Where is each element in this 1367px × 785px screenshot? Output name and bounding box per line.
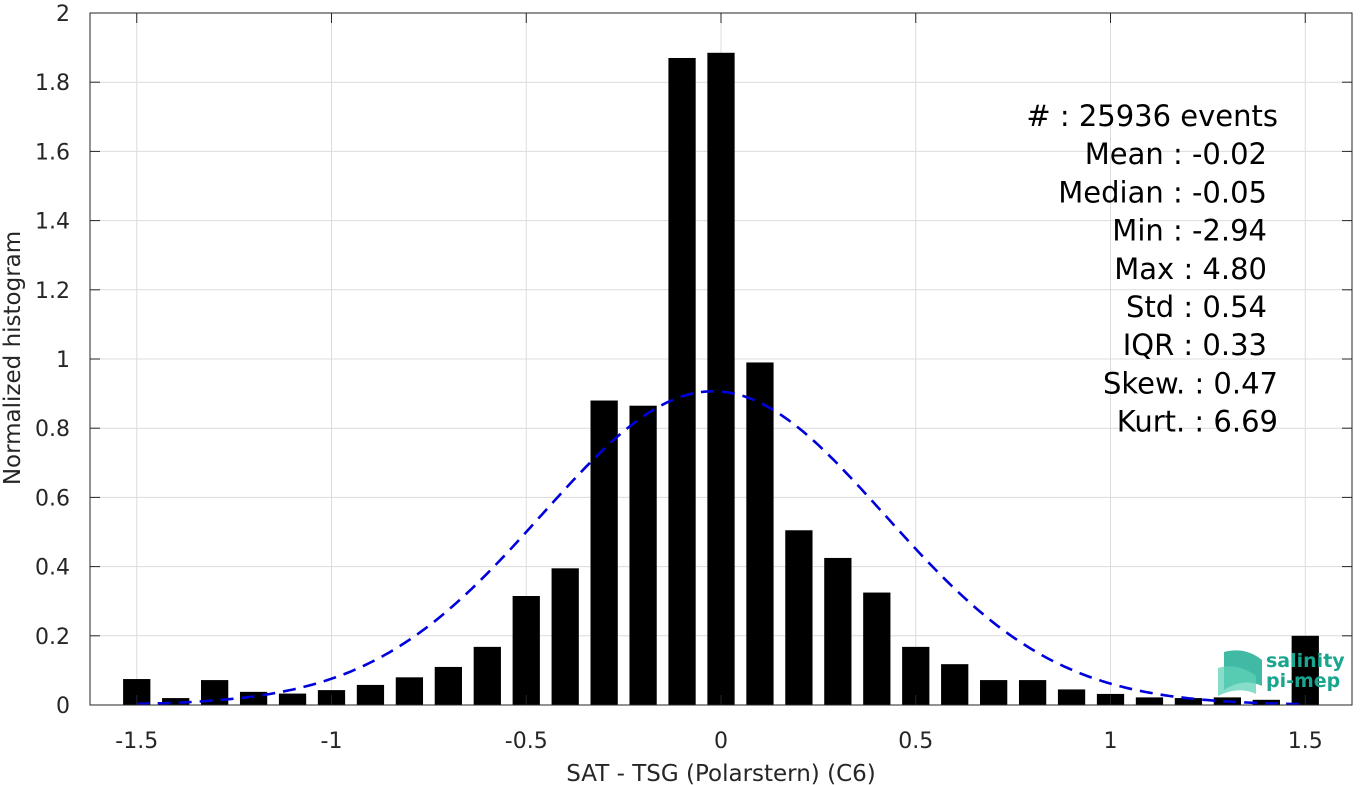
stat-line: Min : -2.94 [1112,214,1267,248]
y-tick-label: 0 [56,694,70,719]
histogram-bar [473,646,501,705]
histogram-bar [863,592,891,705]
y-tick-label: 1.8 [35,71,70,96]
histogram-bar [824,557,852,705]
stat-line: Mean : -0.02 [1085,137,1267,171]
histogram-bar [1135,697,1164,705]
x-tick-label: 1.5 [1288,729,1323,754]
x-tick-label: -1 [321,729,343,754]
y-tick-label: 1.4 [35,210,70,235]
stat-line: Std : 0.54 [1126,290,1267,324]
histogram-bar [707,52,735,706]
stat-line: # : 25936 events [1026,99,1278,133]
histogram-bar [395,677,424,705]
gaussian-fit-curve [136,389,1306,706]
y-tick-labels: 0 0.2 0.4 0.6 0.8 1 1.2 1.4 1.6 1.8 2 [35,2,70,719]
axis-ticks [90,12,1352,706]
histogram-bar [278,693,307,705]
histogram-bar [629,405,657,705]
stat-line: Max : 4.80 [1114,252,1267,286]
histogram-bar [668,57,696,706]
y-tick-label: 2 [56,2,70,27]
y-tick-label: 1.2 [35,279,70,304]
histogram-bar [785,530,813,705]
y-axis-label: Normalized histogram [0,231,26,485]
histogram-bar [551,568,579,705]
y-tick-label: 0.4 [35,556,70,581]
salinity-pi-mep-logo: salinity pi-mep [1218,650,1345,696]
histogram-bar [512,596,540,705]
histogram-bar [941,664,969,705]
y-tick-label: 1 [56,348,70,373]
y-tick-label: 1.6 [35,140,70,165]
stat-line: Median : -0.05 [1058,175,1267,209]
x-tick-label: -0.5 [505,729,548,754]
histogram-bar [746,362,774,705]
histogram-bar [239,691,268,705]
x-tick-label: 0 [714,729,728,754]
histogram-bar [434,666,462,705]
histogram-bar [1291,635,1319,705]
histogram-bar [980,680,1008,705]
stat-line: IQR : 0.33 [1123,328,1267,362]
y-tick-label: 0.2 [35,625,70,650]
histogram-bar [590,400,618,705]
histogram-bar [356,684,385,705]
stat-line: Kurt. : 6.69 [1117,405,1278,439]
x-tick-label: 0.5 [898,729,933,754]
stat-line: Skew. : 0.47 [1103,366,1278,400]
y-tick-label: 0.8 [35,417,70,442]
histogram-bar [162,698,190,705]
logo-text-salinity: salinity [1266,650,1345,672]
histogram-bar [1018,680,1047,705]
histogram-bar [1057,689,1086,705]
x-tick-label: 1 [1104,729,1118,754]
statistics-annotation: # : 25936 events Mean : -0.02 Median : -0.… [1026,99,1278,439]
x-tick-labels: -1.5 -1 -0.5 0 0.5 1 1.5 [115,729,1322,754]
x-tick-label: -1.5 [115,729,158,754]
x-axis-label: SAT - TSG (Polarstern) (C6) [566,761,875,785]
histogram-bar [1174,698,1203,705]
logo-text-pi-mep: pi-mep [1266,670,1340,692]
y-tick-label: 0.6 [35,486,70,511]
